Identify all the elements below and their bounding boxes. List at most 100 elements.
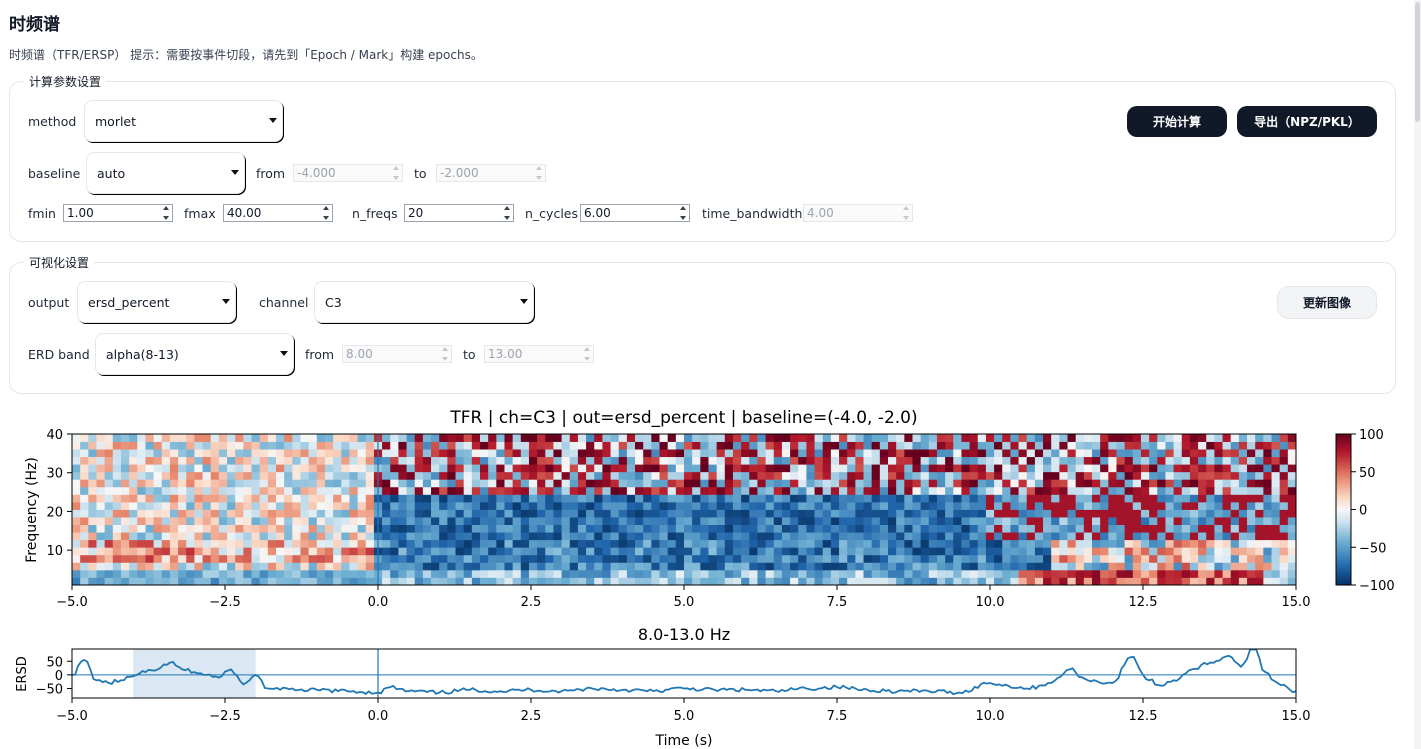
heatmap-cell xyxy=(235,494,244,503)
heatmap-cell xyxy=(1189,441,1199,450)
heatmap-cell xyxy=(1189,471,1199,480)
heatmap-cell xyxy=(594,562,603,571)
update-figure-button[interactable]: 更新图像 xyxy=(1277,286,1377,319)
spinner-arrows-icon[interactable] xyxy=(391,166,400,180)
heatmap-cell xyxy=(169,509,179,518)
heatmap-cell xyxy=(765,554,775,563)
heatmap-cell xyxy=(994,509,1003,518)
spinner-arrows-icon[interactable] xyxy=(678,206,687,220)
heatmap-cell xyxy=(773,479,783,488)
band-from-input[interactable]: 8.00 xyxy=(342,345,452,363)
heatmap-cell xyxy=(202,441,212,450)
heatmap-cell xyxy=(1181,547,1191,556)
heatmap-cell xyxy=(414,554,424,563)
heatmap-cell xyxy=(830,471,840,480)
heatmap-cell xyxy=(243,464,252,473)
heatmap-cell xyxy=(178,577,187,586)
start-compute-button[interactable]: 开始计算 xyxy=(1127,106,1227,137)
time-bandwidth-input[interactable]: 4.00 xyxy=(803,204,913,222)
heatmap-cell xyxy=(773,524,783,533)
heatmap-cell xyxy=(904,464,913,473)
spinner-arrows-icon[interactable] xyxy=(534,166,543,180)
spinner-arrows-icon[interactable] xyxy=(582,347,591,361)
heatmap-cell xyxy=(912,547,922,556)
output-select[interactable]: ersd_percent xyxy=(77,281,236,323)
x-tick-label: −2.5 xyxy=(209,595,241,610)
heatmap-cell xyxy=(863,471,873,480)
heatmap-cell xyxy=(1247,456,1256,465)
method-select[interactable]: morlet xyxy=(84,100,283,142)
heatmap-cell xyxy=(1279,569,1289,578)
output-select-value: ersd_percent xyxy=(88,294,170,310)
heatmap-cell xyxy=(1051,501,1060,510)
heatmap-cell xyxy=(439,509,448,518)
heatmap-cell xyxy=(569,434,579,442)
heatmap-cell xyxy=(855,539,864,548)
heatmap-cell xyxy=(104,486,114,495)
heatmap-cell xyxy=(1157,509,1166,518)
heatmap-cell xyxy=(863,449,873,458)
spinner-arrows-icon[interactable] xyxy=(161,206,170,220)
erd-band-select[interactable]: alpha(8-13) xyxy=(95,333,294,375)
heatmap-cell xyxy=(1255,494,1264,503)
baseline-from-input[interactable]: -4.000 xyxy=(293,164,403,182)
heatmap-cell xyxy=(724,517,734,525)
heatmap-cell xyxy=(365,524,375,533)
nfreqs-input[interactable]: 20 xyxy=(404,204,514,222)
heatmap-cell xyxy=(80,569,89,578)
heatmap-cell xyxy=(194,434,203,442)
heatmap-cell xyxy=(871,569,881,578)
heatmap-cell xyxy=(480,471,489,480)
heatmap-cell xyxy=(928,449,938,458)
heatmap-cell xyxy=(1214,479,1223,488)
baseline-to-input[interactable]: -2.000 xyxy=(436,164,546,182)
heatmap-cell xyxy=(863,577,873,586)
heatmap-cell xyxy=(969,449,979,458)
band-to-input[interactable]: 13.00 xyxy=(484,345,594,363)
heatmap-cell xyxy=(888,509,897,518)
fmin-value: 1.00 xyxy=(67,206,94,220)
heatmap-cell xyxy=(210,441,220,450)
spinner-arrows-icon[interactable] xyxy=(502,206,511,220)
heatmap-cell xyxy=(1108,479,1117,488)
heatmap-cell xyxy=(716,456,726,465)
channel-select[interactable]: C3 xyxy=(314,281,534,323)
heatmap-cell xyxy=(692,494,701,503)
ncycles-input[interactable]: 6.00 xyxy=(580,204,690,222)
heatmap-cell xyxy=(732,494,742,503)
heatmap-cell xyxy=(553,471,562,480)
spinner-arrows-icon[interactable] xyxy=(901,206,910,220)
heatmap-cell xyxy=(659,456,669,465)
heatmap-cell xyxy=(879,554,889,563)
heatmap-cell xyxy=(161,517,171,525)
baseline-select[interactable]: auto xyxy=(86,152,245,194)
heatmap-cell xyxy=(667,501,677,510)
heatmap-cell xyxy=(504,479,514,488)
heatmap-cell xyxy=(308,486,318,495)
spinner-arrows-icon[interactable] xyxy=(440,347,449,361)
heatmap-cell xyxy=(1051,532,1060,541)
heatmap-cell xyxy=(994,562,1003,571)
heatmap-cell xyxy=(186,577,195,586)
heatmap-cell xyxy=(855,464,864,473)
heatmap-cell xyxy=(969,532,979,541)
heatmap-cell xyxy=(586,464,595,473)
page-scrollbar[interactable] xyxy=(1414,0,1421,749)
heatmap-cell xyxy=(879,494,889,503)
heatmap-cell xyxy=(545,562,554,571)
spinner-arrows-icon[interactable] xyxy=(321,206,330,220)
fmin-input[interactable]: 1.00 xyxy=(63,204,173,222)
heatmap-cell xyxy=(961,456,970,465)
heatmap-cell xyxy=(251,449,261,458)
heatmap-cell xyxy=(1083,577,1093,586)
heatmap-cell xyxy=(414,449,424,458)
heatmap-cell xyxy=(945,434,954,442)
fmax-input[interactable]: 40.00 xyxy=(223,204,333,222)
heatmap-cell xyxy=(994,479,1003,488)
export-button[interactable]: 导出（NPZ/PKL） xyxy=(1237,106,1377,137)
heatmap-cell xyxy=(349,524,358,533)
heatmap-cell xyxy=(790,554,799,563)
heatmap-cell xyxy=(1230,562,1240,571)
scrollbar-thumb[interactable] xyxy=(1415,2,1420,122)
heatmap-cell xyxy=(806,486,815,495)
